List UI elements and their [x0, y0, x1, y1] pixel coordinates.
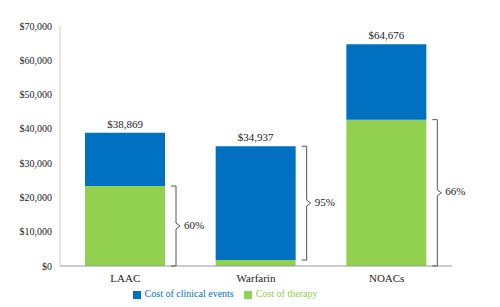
svg-text:$20,000: $20,000: [20, 192, 53, 203]
svg-text:95%: 95%: [315, 196, 335, 208]
svg-text:60%: 60%: [184, 219, 204, 231]
svg-text:$70,000: $70,000: [20, 21, 53, 32]
svg-text:66%: 66%: [445, 185, 465, 197]
html-text:Cost of clinical events: Cost of clinical events: [144, 288, 234, 299]
svg-text:NOACs: NOACs: [369, 272, 404, 284]
svg-text:$0: $0: [42, 261, 52, 272]
svg-text:$34,937: $34,937: [238, 131, 274, 143]
svg-text:$40,000: $40,000: [20, 123, 53, 134]
svg-text:$10,000: $10,000: [20, 226, 53, 237]
svg-text:$50,000: $50,000: [20, 89, 53, 100]
svg-text:Warfarin: Warfarin: [237, 272, 276, 284]
svg-text:LAAC: LAAC: [110, 272, 140, 284]
svg-text:$60,000: $60,000: [20, 55, 53, 66]
svg-text:$64,676: $64,676: [368, 29, 404, 41]
html-text:Cost of therapy: Cost of therapy: [255, 288, 318, 299]
svg-text:$38,869: $38,869: [107, 118, 143, 130]
svg-text:$30,000: $30,000: [20, 158, 53, 169]
